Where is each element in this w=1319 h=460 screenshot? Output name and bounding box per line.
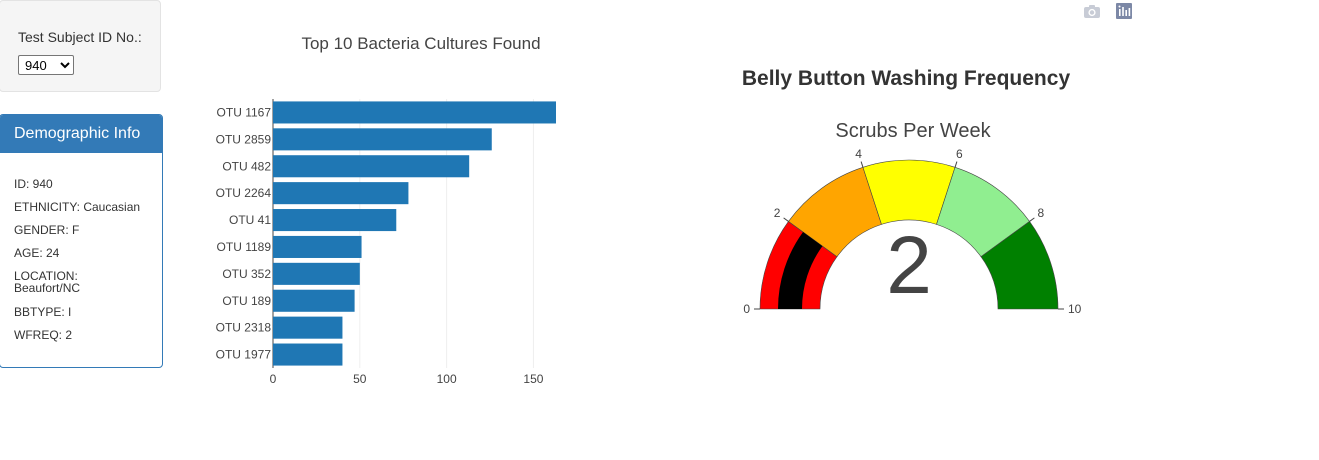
subject-id-label: Test Subject ID No.: <box>18 29 142 45</box>
bar[interactable] <box>273 316 343 339</box>
gauge-value-bar <box>778 232 823 309</box>
demographic-item-bbtype: BBTYPE: I <box>14 305 72 319</box>
bar-y-tick-label: OTU 1977 <box>216 348 272 362</box>
gauge-subtitle: Scrubs Per Week <box>835 120 991 142</box>
gauge-tick-label: 8 <box>1038 206 1045 220</box>
gauge-tick-label: 4 <box>855 147 862 161</box>
demographic-item-gender: GENDER: F <box>14 223 80 237</box>
gauge-value: 2 <box>886 220 932 311</box>
demographic-item-id: ID: 940 <box>14 177 53 191</box>
bar-y-tick-label: OTU 41 <box>229 213 271 227</box>
bar-y-tick-label: OTU 2264 <box>216 186 272 200</box>
demographic-panel-title: Demographic Info <box>0 115 162 153</box>
bar-y-tick-label: OTU 1167 <box>217 105 272 119</box>
gauge-chart: Belly Button Washing Frequency Scrubs Pe… <box>742 67 1082 316</box>
bar-chart: Top 10 Bacteria Cultures Found OTU 1167 O… <box>216 34 556 386</box>
bar-y-tick-label: OTU 352 <box>222 267 271 281</box>
gauge-title: Belly Button Washing Frequency <box>742 67 1071 90</box>
demographic-item-wfreq: WFREQ: 2 <box>14 328 73 342</box>
bar[interactable] <box>273 235 362 258</box>
demographic-panel: Demographic Info ID: 940 ETHNICITY: Cauc… <box>0 114 163 368</box>
bar[interactable] <box>273 101 556 124</box>
camera-icon[interactable] <box>1083 3 1101 21</box>
bar-y-tick-label: OTU 2318 <box>216 321 272 335</box>
bar[interactable] <box>273 209 397 232</box>
demographic-item-ethnicity: ETHNICITY: Caucasian <box>14 200 141 214</box>
bar[interactable] <box>273 289 355 312</box>
bar[interactable] <box>273 155 470 178</box>
subject-selector-well: Test Subject ID No.: 940 <box>0 0 161 92</box>
demographic-item-age: AGE: 24 <box>14 246 60 260</box>
gauge-tick-label: 0 <box>743 302 750 316</box>
gauge-tick-label: 10 <box>1068 302 1082 316</box>
bar[interactable] <box>273 343 343 366</box>
bar-x-tick-label: 50 <box>353 372 367 386</box>
gauge-tick-label: 6 <box>956 147 963 161</box>
bar-x-tick-label: 150 <box>523 372 543 386</box>
bar-y-tick-label: OTU 189 <box>222 294 271 308</box>
gauge-tick <box>783 217 789 222</box>
demographic-item-location: LOCATION: Beaufort/NC <box>14 269 81 295</box>
bar[interactable] <box>273 128 492 151</box>
bar-x-tick-label: 0 <box>270 372 277 386</box>
bar-y-tick-label: OTU 2859 <box>216 132 272 146</box>
bar-y-tick-label: OTU 482 <box>222 159 271 173</box>
gauge-tick-label: 2 <box>774 206 781 220</box>
subject-id-select[interactable]: 940 <box>18 55 74 75</box>
bar[interactable] <box>273 262 360 285</box>
gauge-tick <box>860 161 864 168</box>
plotly-chart-icon[interactable] <box>1116 3 1132 21</box>
bar-y-tick-label: OTU 1189 <box>217 240 272 254</box>
gauge-tick <box>1029 217 1035 222</box>
bar[interactable] <box>273 182 409 205</box>
gauge-tick <box>954 161 958 168</box>
bar-x-tick-label: 100 <box>437 372 457 386</box>
bar-chart-title: Top 10 Bacteria Cultures Found <box>301 34 540 53</box>
